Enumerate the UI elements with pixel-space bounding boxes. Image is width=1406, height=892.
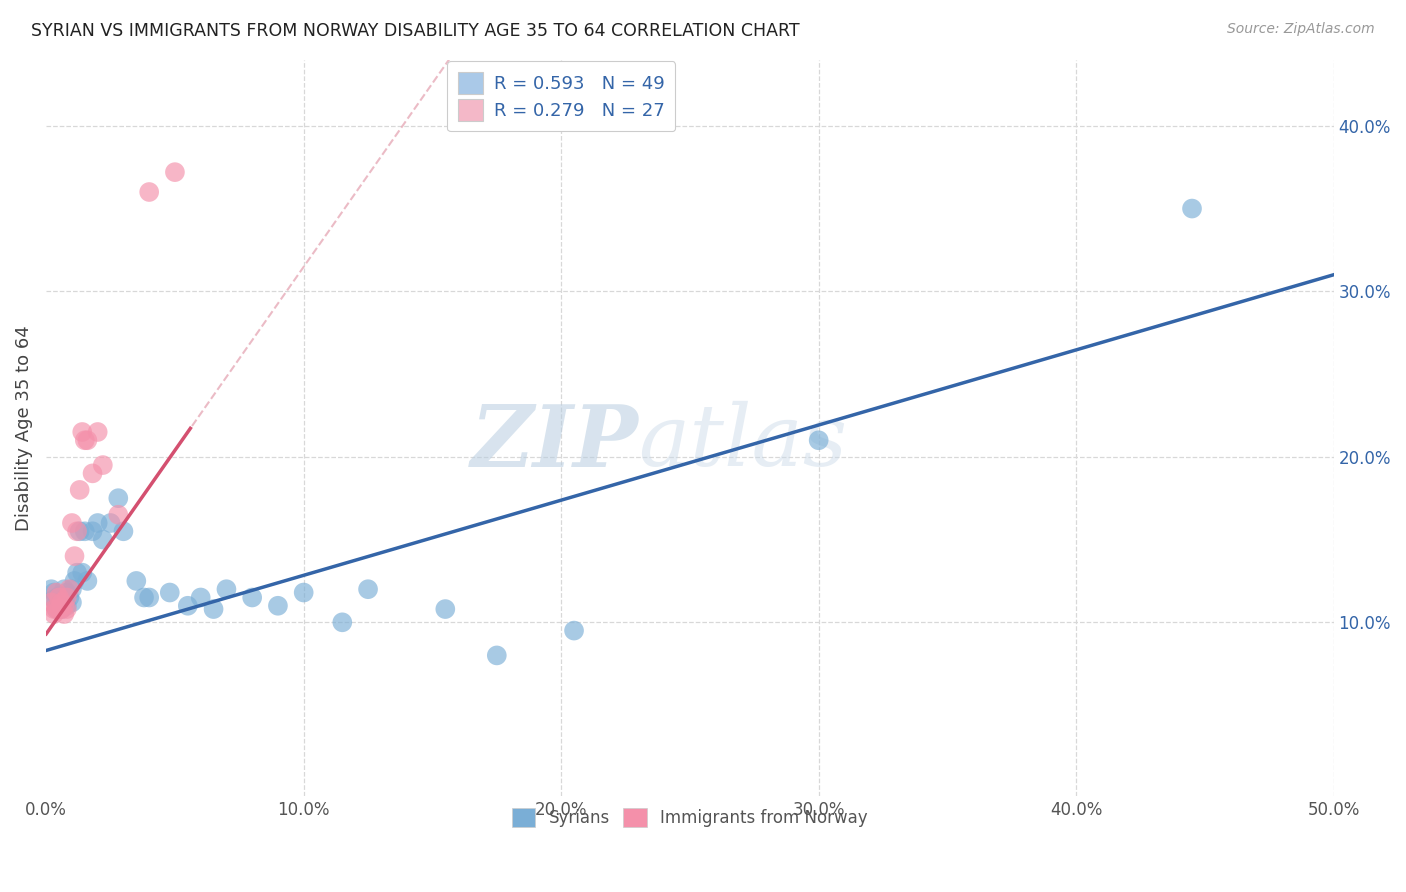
Point xyxy=(41,595,63,609)
Point xyxy=(63,574,86,588)
Point xyxy=(56,602,79,616)
Point xyxy=(63,549,86,563)
Point xyxy=(91,533,114,547)
Point xyxy=(53,599,76,613)
Point xyxy=(48,599,70,613)
Point xyxy=(190,591,212,605)
Point xyxy=(69,524,91,539)
Point xyxy=(48,602,70,616)
Text: atlas: atlas xyxy=(638,401,848,484)
Point xyxy=(51,595,73,609)
Point xyxy=(60,516,83,530)
Point xyxy=(107,508,129,522)
Point xyxy=(70,566,93,580)
Point xyxy=(66,524,89,539)
Point xyxy=(1181,202,1204,216)
Point xyxy=(485,648,508,663)
Point xyxy=(70,425,93,439)
Point xyxy=(159,585,181,599)
Point xyxy=(163,165,186,179)
Text: ZIP: ZIP xyxy=(471,401,638,484)
Point xyxy=(53,595,76,609)
Point xyxy=(112,524,135,539)
Y-axis label: Disability Age 35 to 64: Disability Age 35 to 64 xyxy=(15,325,32,531)
Point xyxy=(42,592,65,607)
Point xyxy=(51,602,73,616)
Point xyxy=(562,624,585,638)
Point xyxy=(48,594,70,608)
Text: SYRIAN VS IMMIGRANTS FROM NORWAY DISABILITY AGE 35 TO 64 CORRELATION CHART: SYRIAN VS IMMIGRANTS FROM NORWAY DISABIL… xyxy=(31,22,800,40)
Point xyxy=(51,602,73,616)
Point xyxy=(73,524,96,539)
Point xyxy=(42,607,65,621)
Point xyxy=(86,425,108,439)
Point xyxy=(138,185,160,199)
Point xyxy=(53,607,76,621)
Point xyxy=(58,582,80,597)
Point xyxy=(51,591,73,605)
Point xyxy=(60,595,83,609)
Point xyxy=(51,595,73,609)
Point xyxy=(76,434,98,448)
Point xyxy=(48,589,70,603)
Point xyxy=(48,591,70,605)
Point xyxy=(56,599,79,613)
Point xyxy=(215,582,238,597)
Legend: Syrians, Immigrants from Norway: Syrians, Immigrants from Norway xyxy=(503,800,876,836)
Point xyxy=(82,524,104,539)
Point xyxy=(73,434,96,448)
Point xyxy=(53,589,76,603)
Point xyxy=(82,467,104,481)
Point xyxy=(60,582,83,597)
Point xyxy=(357,582,380,597)
Point xyxy=(66,566,89,580)
Point xyxy=(434,602,457,616)
Point xyxy=(100,516,122,530)
Point xyxy=(807,434,830,448)
Point xyxy=(202,602,225,616)
Point xyxy=(69,483,91,497)
Point xyxy=(240,591,263,605)
Point xyxy=(138,591,160,605)
Point xyxy=(45,595,67,609)
Point xyxy=(42,585,65,599)
Point xyxy=(86,516,108,530)
Point xyxy=(292,585,315,599)
Point xyxy=(45,602,67,616)
Point xyxy=(56,591,79,605)
Point xyxy=(91,458,114,472)
Point xyxy=(41,582,63,597)
Point xyxy=(58,591,80,605)
Point xyxy=(125,574,148,588)
Point xyxy=(132,591,155,605)
Point xyxy=(330,615,353,630)
Text: Source: ZipAtlas.com: Source: ZipAtlas.com xyxy=(1227,22,1375,37)
Point xyxy=(177,599,200,613)
Point xyxy=(53,582,76,597)
Point xyxy=(45,585,67,599)
Point xyxy=(56,585,79,599)
Point xyxy=(42,602,65,616)
Point xyxy=(267,599,290,613)
Point xyxy=(76,574,98,588)
Point xyxy=(107,491,129,506)
Point xyxy=(45,602,67,616)
